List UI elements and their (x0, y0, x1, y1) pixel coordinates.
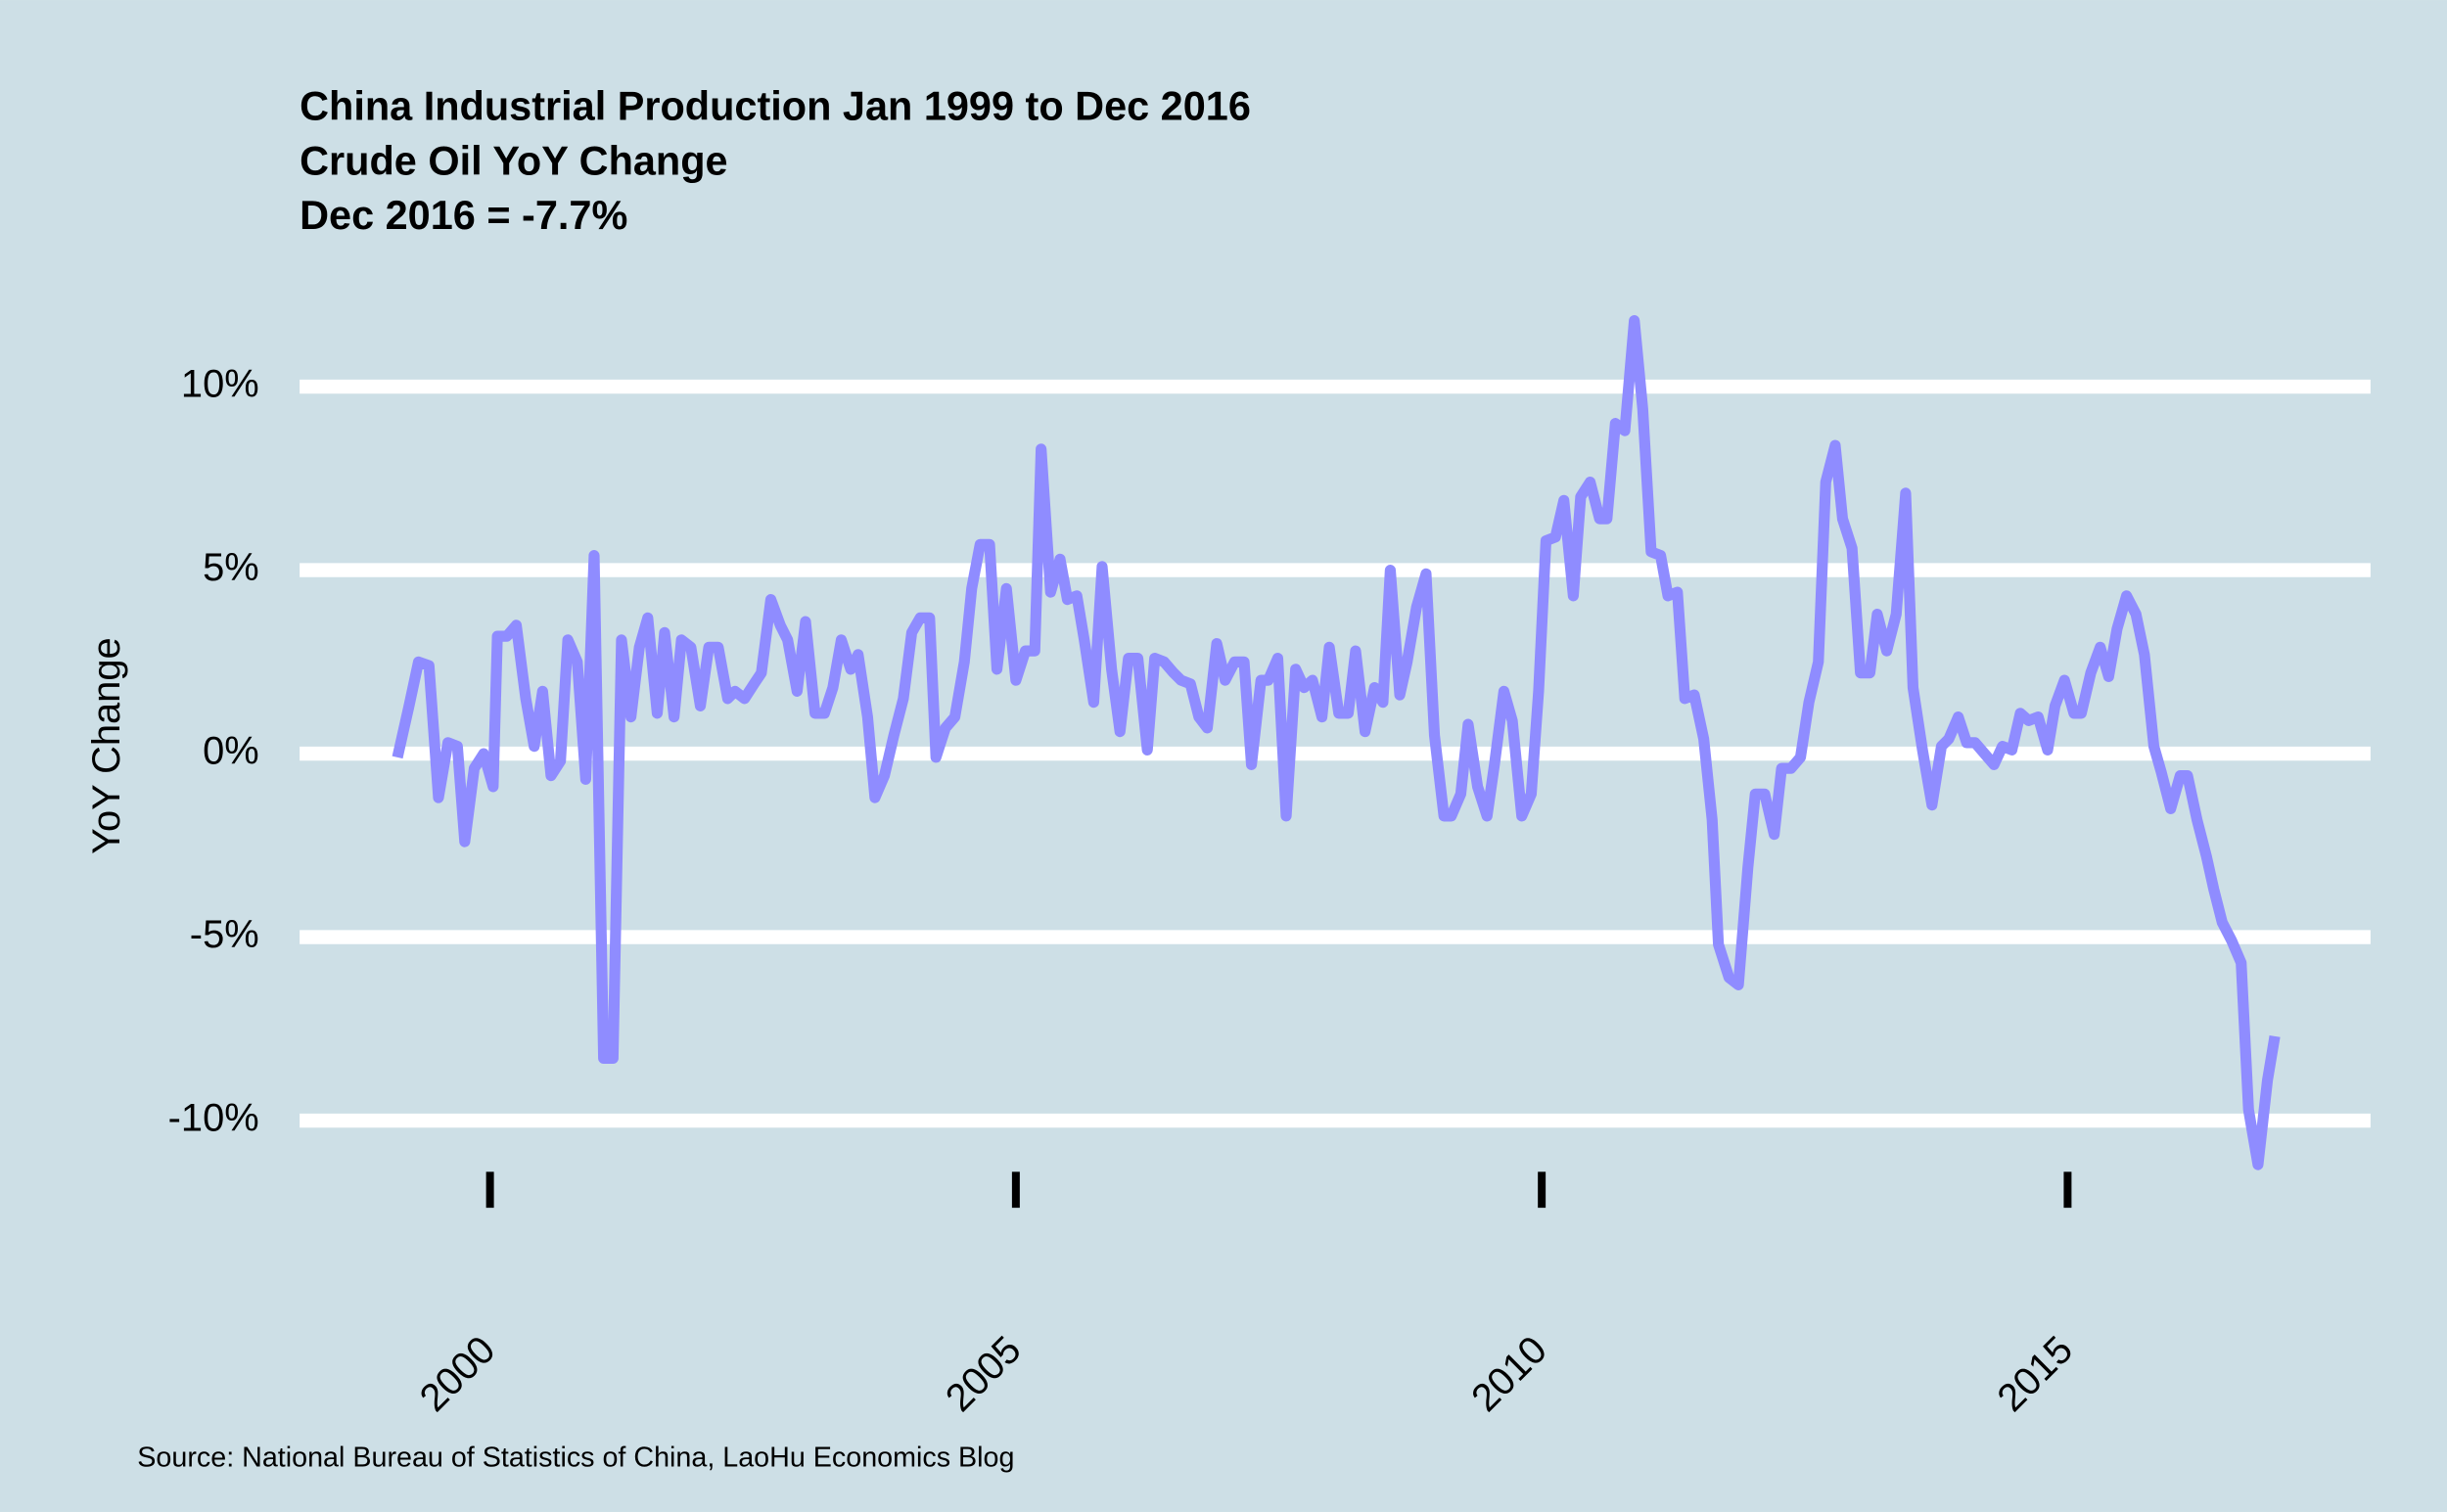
y-tick-label: -10% (168, 1097, 259, 1140)
y-tick-label: 0% (203, 730, 259, 773)
chart-title: China Industrial Production Jan 1999 to … (300, 83, 1251, 129)
y-tick-label: -5% (190, 913, 259, 956)
data-line (392, 315, 2281, 1170)
y-axis-label: YoY Change (85, 637, 128, 854)
chart-subtitle: Crude Oil YoY Change (300, 137, 727, 183)
y-tick-label: 5% (203, 546, 259, 589)
y-tick-label: 10% (181, 363, 259, 406)
caption: Source: National Bureau of Statistics of… (137, 1442, 1014, 1473)
chart-subtitle: Dec 2016 = -7.7% (300, 192, 627, 238)
